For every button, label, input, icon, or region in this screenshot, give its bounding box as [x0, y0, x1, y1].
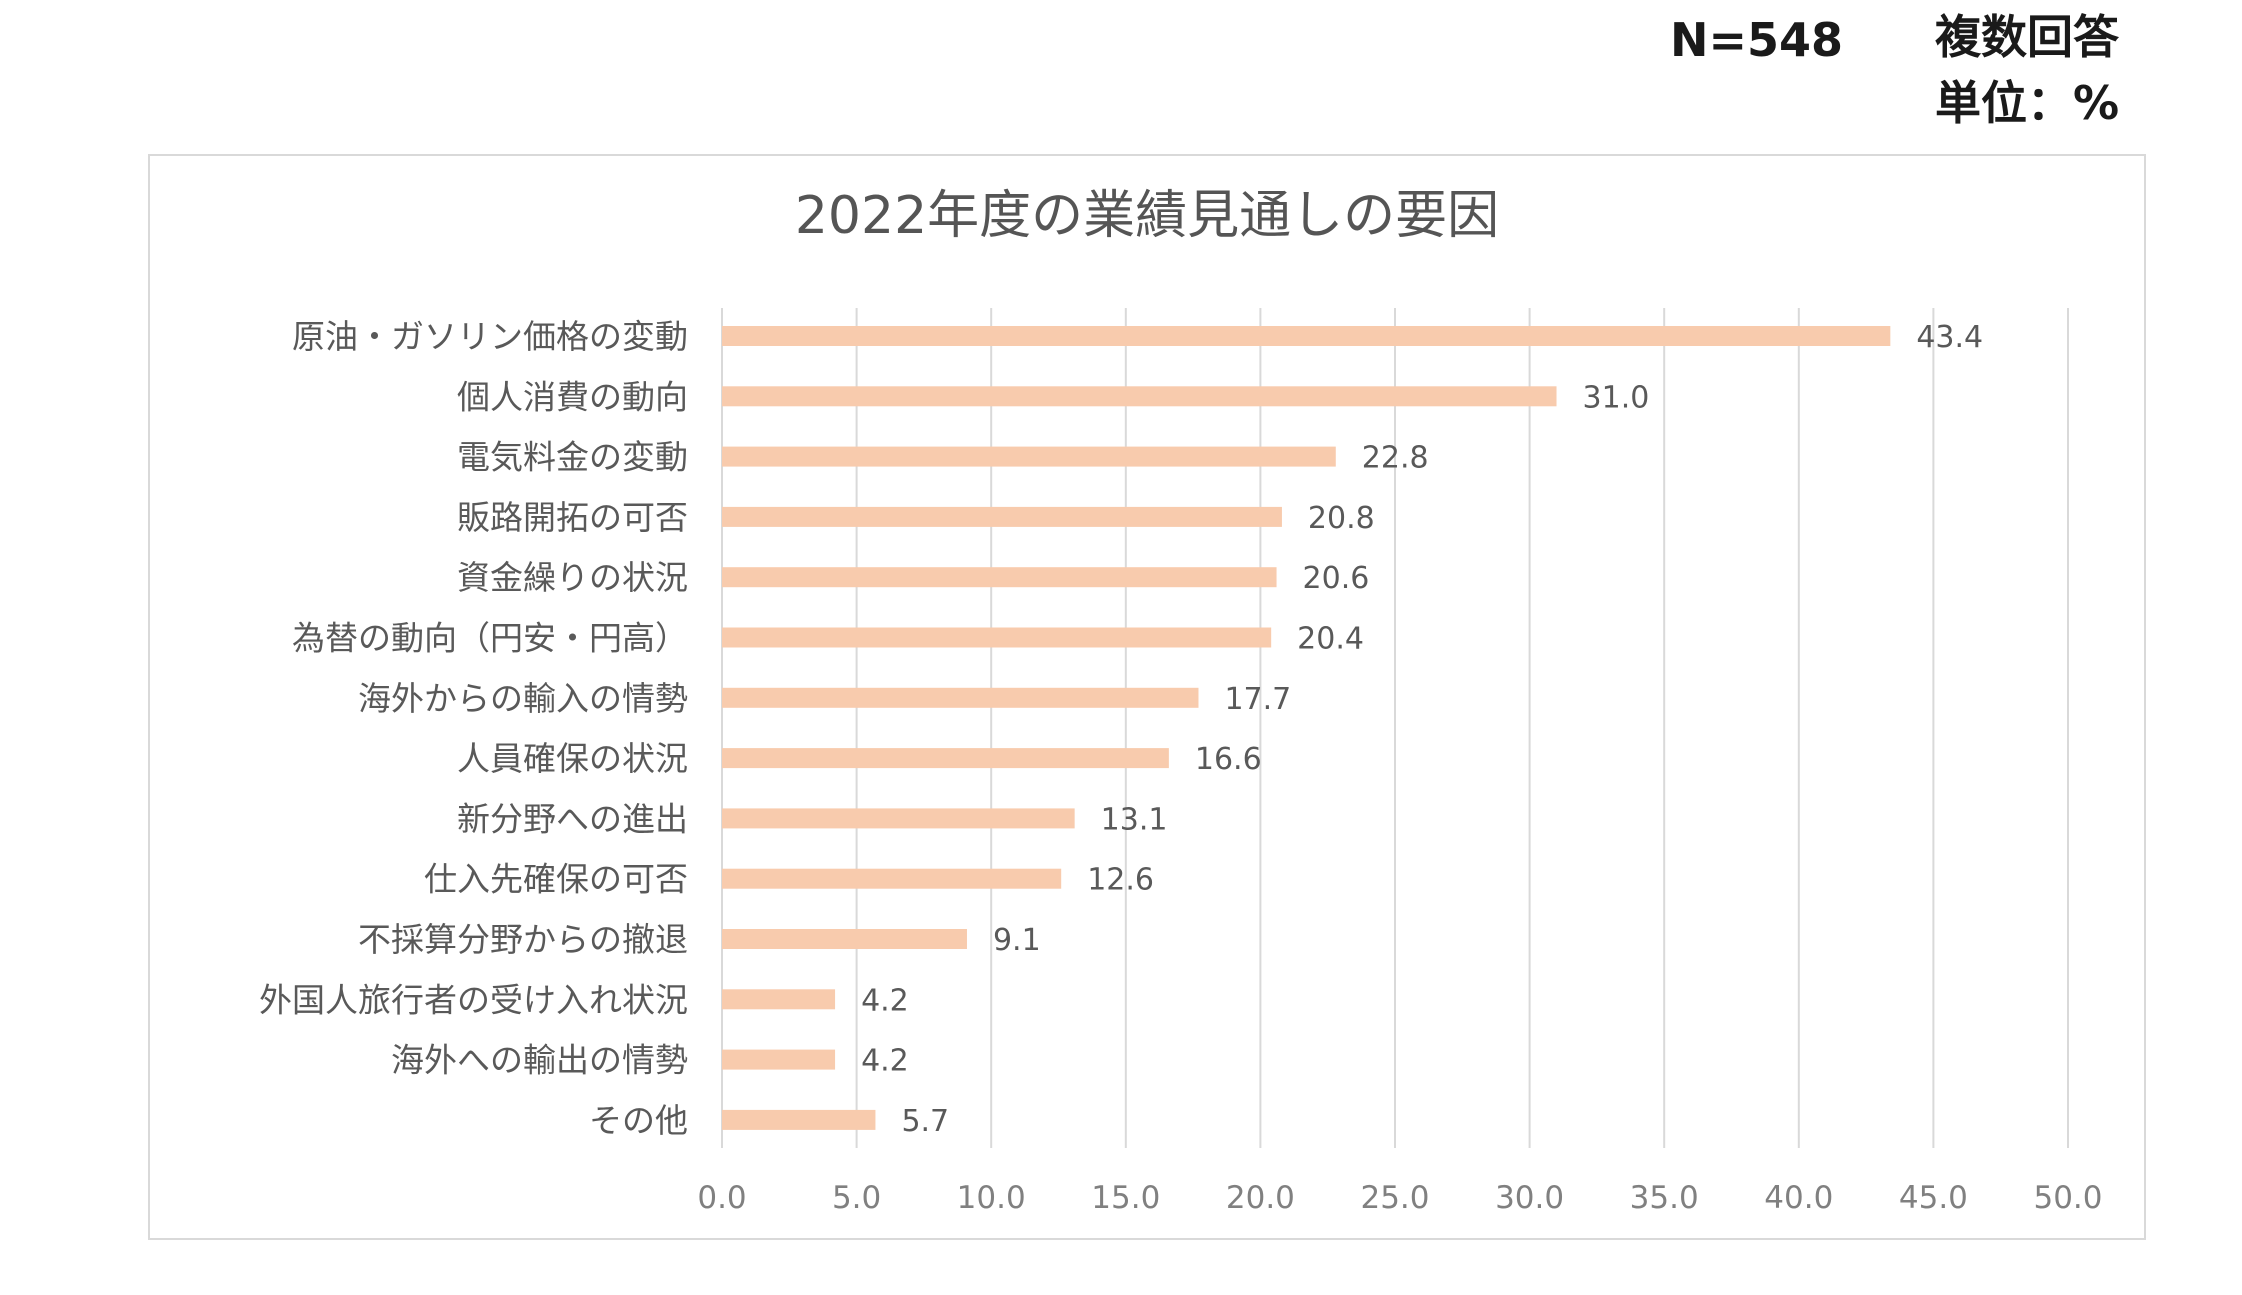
- data-label: 20.6: [1303, 561, 1370, 596]
- bar: [722, 627, 1272, 648]
- value-labels: 43.4 31.0 22.8 20.8 20.6 20.417.7 16.6 13.1 12.6…: [861, 320, 1983, 1139]
- x-tick-label: 0.0: [697, 1180, 746, 1216]
- bar: [722, 567, 1277, 588]
- data-label: 9.1: [993, 923, 1041, 958]
- category-label: 資金繰りの状況: [457, 558, 688, 597]
- data-label: 31.0: [1583, 380, 1650, 415]
- x-tick-label: 40.0: [1764, 1180, 1833, 1216]
- x-tick-label: 50.0: [2033, 1180, 2102, 1216]
- bar: [722, 808, 1075, 829]
- category-label: その他: [589, 1101, 688, 1140]
- category-label: 不採算分野からの撤退: [358, 920, 688, 959]
- category-label: 海外への輸出の情勢: [391, 1041, 688, 1080]
- data-label: 13.1: [1101, 802, 1168, 837]
- bar: [722, 506, 1282, 527]
- bars: [722, 326, 1891, 1130]
- multiple-answer-label: 複数回答: [1935, 10, 2119, 64]
- bar: [722, 386, 1557, 407]
- x-tick-label: 5.0: [832, 1180, 881, 1216]
- category-label: 個人消費の動向: [457, 377, 688, 416]
- x-tick-label: 20.0: [1226, 1180, 1295, 1216]
- bar: [722, 989, 836, 1010]
- data-label: 4.2: [861, 1044, 909, 1079]
- unit-label: 単位：%: [1935, 76, 2120, 130]
- data-label: 20.8: [1308, 501, 1375, 536]
- data-label: 5.7: [901, 1104, 949, 1139]
- bar: [722, 748, 1169, 769]
- data-label: 43.4: [1916, 320, 1983, 355]
- x-tick-label: 30.0: [1495, 1180, 1564, 1216]
- category-label: 仕入先確保の可否: [424, 860, 688, 899]
- category-label: 人員確保の状況: [457, 739, 688, 778]
- data-label: 20.4: [1297, 622, 1364, 657]
- chart-title: 2022年度の業績見通しの要因: [794, 186, 1500, 246]
- data-label: 12.6: [1087, 863, 1154, 898]
- category-label: 海外からの輸入の情勢: [358, 679, 688, 718]
- x-tick-label: 45.0: [1899, 1180, 1968, 1216]
- category-label: 為替の動向（円安・円高）: [292, 619, 688, 658]
- category-labels: 原油・ガソリン価格の変動個人消費の動向電気料金の変動販路開拓の可否資金繰りの状況…: [259, 317, 688, 1140]
- category-label: 外国人旅行者の受け入れ状況: [259, 980, 688, 1019]
- sample-size-label: N=548: [1670, 13, 1844, 67]
- category-label: 電気料金の変動: [457, 438, 688, 477]
- bar: [722, 1109, 876, 1130]
- category-label: 販路開拓の可否: [457, 498, 688, 537]
- data-label: 4.2: [861, 983, 909, 1018]
- bar: [722, 446, 1336, 467]
- x-tick-label: 25.0: [1360, 1180, 1429, 1216]
- x-tick-label: 35.0: [1630, 1180, 1699, 1216]
- bar: [722, 1049, 836, 1070]
- bar: [722, 868, 1062, 889]
- category-label: 原油・ガソリン価格の変動: [292, 317, 688, 356]
- gridlines: [721, 308, 2069, 1148]
- x-tick-label: 10.0: [957, 1180, 1026, 1216]
- data-label: 16.6: [1195, 742, 1262, 777]
- category-label: 新分野への進出: [457, 799, 688, 838]
- x-tick-label: 15.0: [1091, 1180, 1160, 1216]
- bar: [722, 929, 967, 949]
- data-label: 22.8: [1362, 441, 1429, 476]
- data-label: 17.7: [1224, 682, 1291, 717]
- bar: [722, 326, 1891, 346]
- x-axis-tick-labels: 0.0 5.0 10.0 15.0 20.0 25.0 30.0 35.0 40.0 45.0 50…: [697, 1180, 2102, 1216]
- bar: [722, 687, 1199, 708]
